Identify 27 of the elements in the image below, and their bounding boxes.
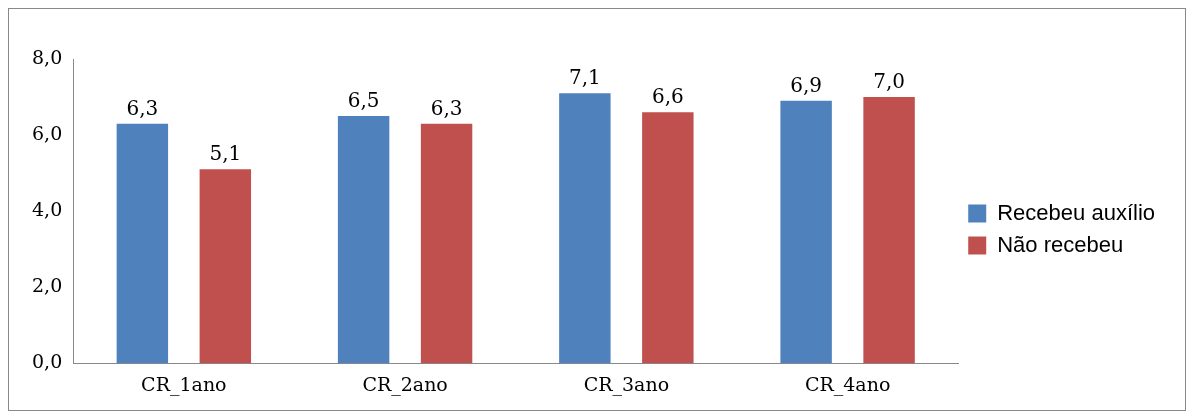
x-tick-label: CR_1ano bbox=[141, 372, 227, 396]
legend-label: Não recebeu bbox=[997, 231, 1124, 257]
y-tick-label: 8,0 bbox=[32, 45, 63, 68]
x-tick-label: CR_2ano bbox=[362, 372, 448, 396]
data-label: 5,1 bbox=[209, 141, 242, 166]
y-tick-label: 0,0 bbox=[32, 350, 63, 373]
bar bbox=[559, 93, 611, 364]
legend-label: Recebeu auxílio bbox=[997, 199, 1156, 225]
x-tick-label: CR_4ano bbox=[804, 372, 891, 396]
bar bbox=[863, 97, 915, 364]
bar bbox=[420, 123, 473, 364]
bar bbox=[116, 123, 169, 364]
data-label: 7,0 bbox=[873, 69, 905, 94]
data-label: 6,6 bbox=[651, 84, 684, 109]
data-label: 6,3 bbox=[126, 95, 159, 120]
bar bbox=[642, 112, 694, 364]
bar bbox=[199, 169, 252, 364]
bar bbox=[337, 116, 390, 364]
data-label: 6,9 bbox=[790, 73, 823, 98]
data-label: 7,1 bbox=[568, 65, 601, 90]
y-tick-label: 2,0 bbox=[32, 274, 63, 297]
data-label: 6,3 bbox=[430, 95, 463, 120]
bar bbox=[780, 100, 832, 364]
y-tick-label: 4,0 bbox=[32, 198, 63, 221]
x-tick-label: CR_3ano bbox=[583, 372, 670, 396]
data-label: 6,5 bbox=[347, 88, 380, 113]
y-tick-label: 6,0 bbox=[32, 121, 63, 144]
